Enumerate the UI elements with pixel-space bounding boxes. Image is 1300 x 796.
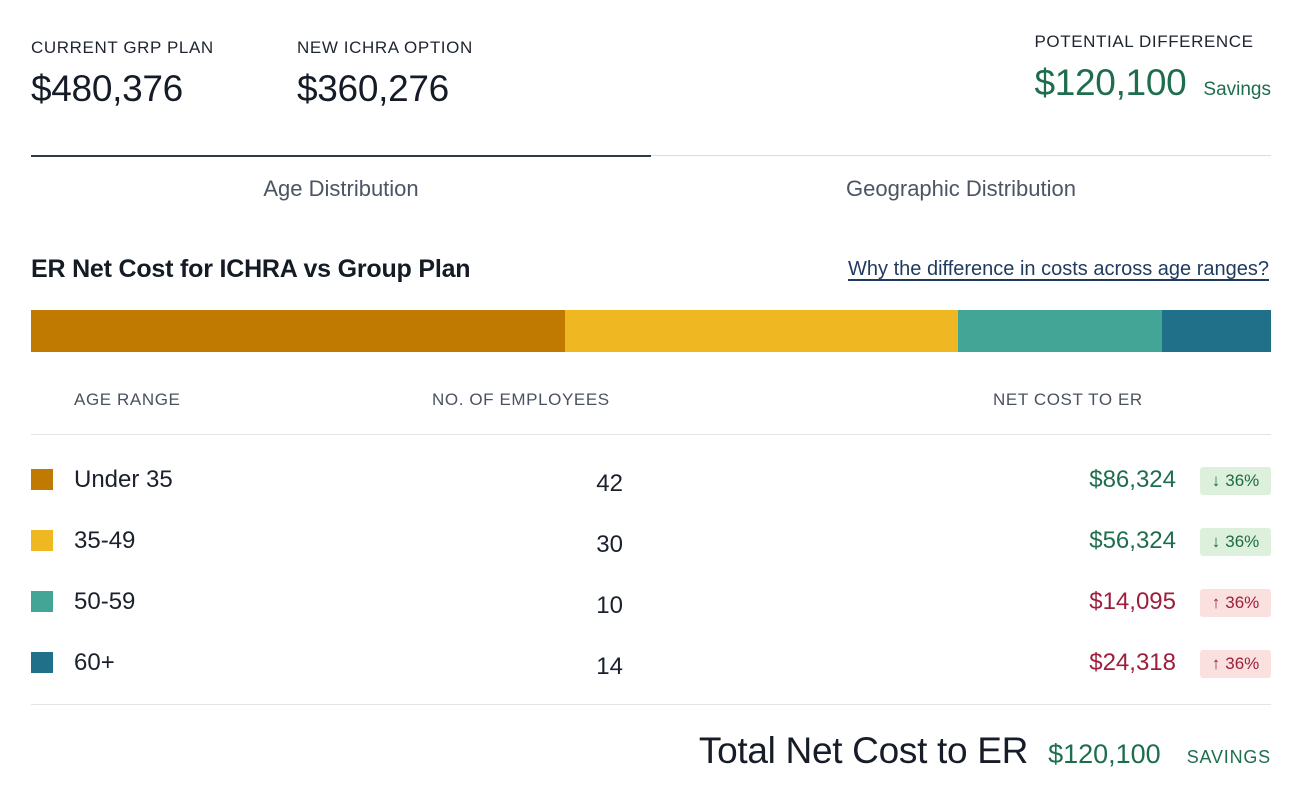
table-row: 60+ 14 $24,318 ↑ 36% <box>31 643 1271 683</box>
total-savings-label: SAVINGS <box>1186 747 1271 767</box>
potential-difference-label: POTENTIAL DIFFERENCE <box>1034 32 1254 51</box>
new-option-summary: NEW ICHRA OPTION $360,276 <box>297 38 473 110</box>
table-row: 50-59 10 $14,095 ↑ 36% <box>31 582 1271 622</box>
change-percent: 36% <box>1225 654 1260 673</box>
table-row: Under 35 42 $86,324 ↓ 36% <box>31 460 1271 500</box>
cost-difference-help-link[interactable]: Why the difference in costs across age r… <box>848 258 1269 280</box>
arrow-up-icon: ↑ <box>1211 654 1221 673</box>
change-badge: ↓ 36% <box>1200 467 1271 495</box>
age-range-label: Under 35 <box>74 466 173 493</box>
change-badge: ↓ 36% <box>1200 528 1271 556</box>
new-option-label: NEW ICHRA OPTION <box>297 38 473 57</box>
net-cost-value: $56,324 <box>1089 527 1176 554</box>
arrow-down-icon: ↓ <box>1211 532 1221 551</box>
change-percent: 36% <box>1225 532 1260 551</box>
change-badge: ↑ 36% <box>1200 589 1271 617</box>
arrow-down-icon: ↓ <box>1211 471 1221 490</box>
table-header: AGE RANGE NO. OF EMPLOYEES NET COST TO E… <box>31 390 1271 435</box>
savings-label: Savings <box>1203 79 1271 100</box>
tab-geographic-distribution[interactable]: Geographic Distribution <box>846 176 1076 201</box>
table-divider <box>31 704 1271 705</box>
color-swatch <box>31 591 53 612</box>
column-header-age-range: AGE RANGE <box>74 390 181 409</box>
current-plan-value: $480,376 <box>31 68 183 109</box>
change-percent: 36% <box>1225 471 1260 490</box>
age-range-label: 35-49 <box>74 527 136 554</box>
color-swatch <box>31 469 53 490</box>
potential-difference-summary: POTENTIAL DIFFERENCE $120,100 Savings <box>1034 32 1271 104</box>
net-cost-value: $24,318 <box>1089 649 1176 676</box>
current-plan-summary: CURRENT GRP PLAN $480,376 <box>31 38 214 110</box>
employee-count: 10 <box>596 592 623 619</box>
section-title: ER Net Cost for ICHRA vs Group Plan <box>31 255 471 283</box>
color-swatch <box>31 530 53 551</box>
total-net-cost: Total Net Cost to ER $120,100 SAVINGS <box>699 730 1271 772</box>
bar-segment-50-59 <box>957 310 1162 352</box>
age-distribution-bar <box>31 310 1271 352</box>
age-range-label: 50-59 <box>74 588 136 615</box>
bar-segment-35-49 <box>564 310 958 352</box>
bar-segment-60- <box>1161 310 1271 352</box>
net-cost-value: $14,095 <box>1089 588 1176 615</box>
table-row: 35-49 30 $56,324 ↓ 36% <box>31 521 1271 561</box>
total-label: Total Net Cost to ER <box>698 730 1029 771</box>
employee-count: 30 <box>596 531 623 558</box>
color-swatch <box>31 652 53 673</box>
change-percent: 36% <box>1225 593 1260 612</box>
employee-count: 42 <box>596 470 623 497</box>
change-badge: ↑ 36% <box>1200 650 1271 678</box>
current-plan-label: CURRENT GRP PLAN <box>31 38 214 57</box>
tab-age-distribution[interactable]: Age Distribution <box>31 155 651 219</box>
column-header-employees: NO. OF EMPLOYEES <box>432 390 610 409</box>
column-header-net-cost: NET COST TO ER <box>993 390 1143 409</box>
bar-segment-under-35 <box>31 310 565 352</box>
distribution-tabs: Age Distribution Geographic Distribution <box>31 155 1271 219</box>
potential-difference-value: $120,100 <box>1034 62 1187 103</box>
age-range-label: 60+ <box>74 649 115 676</box>
new-option-value: $360,276 <box>297 68 449 109</box>
net-cost-value: $86,324 <box>1089 466 1176 493</box>
total-value: $120,100 <box>1048 739 1161 769</box>
arrow-up-icon: ↑ <box>1211 593 1221 612</box>
employee-count: 14 <box>596 653 623 680</box>
